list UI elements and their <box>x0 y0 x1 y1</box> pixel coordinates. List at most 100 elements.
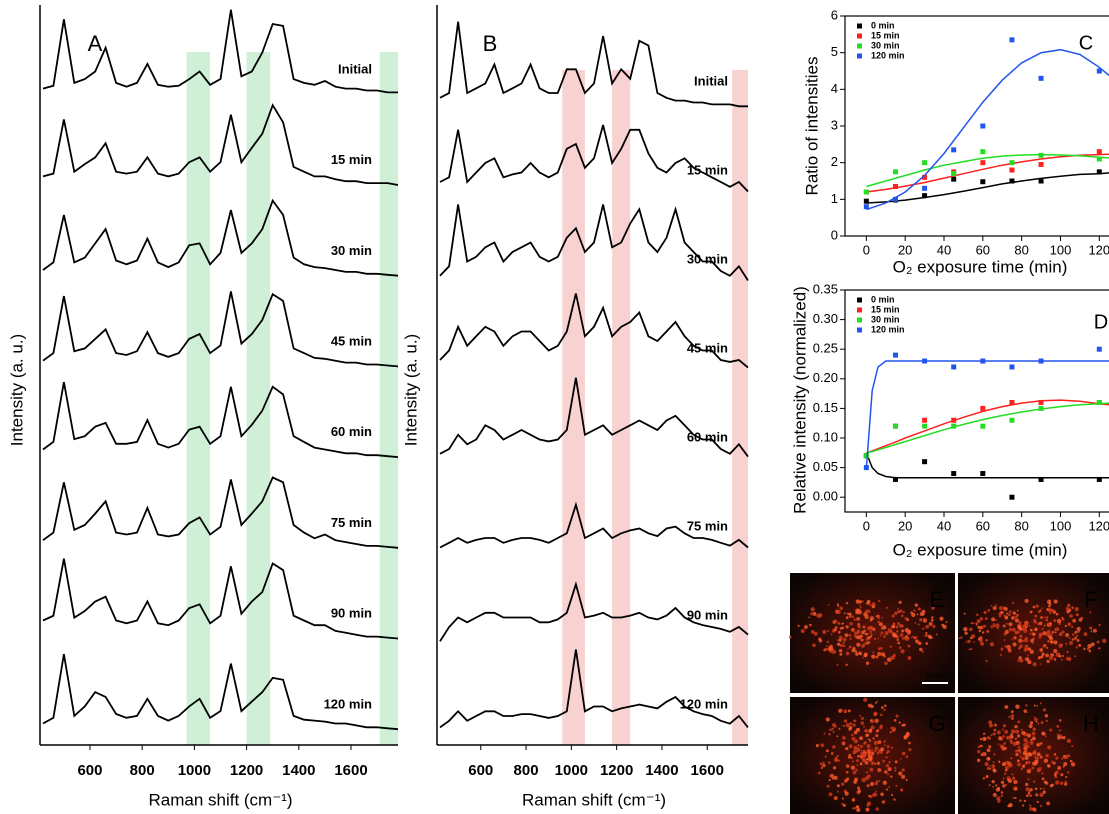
data-point <box>1009 178 1015 184</box>
cell-spot <box>1045 631 1050 636</box>
data-point <box>922 174 928 180</box>
cell-spot <box>853 719 857 723</box>
cell-spot <box>856 747 861 752</box>
cell-spot <box>856 617 860 621</box>
cell-spot <box>861 777 866 783</box>
y-tick-label: 0.15 <box>813 400 838 415</box>
cell-spot <box>973 622 976 625</box>
cell-spot <box>1003 632 1007 636</box>
cell-spot <box>1026 794 1029 798</box>
cell-spot <box>1053 657 1056 660</box>
scale-bar-label: 20 µm <box>925 673 945 680</box>
cell-spot <box>996 796 1001 801</box>
cell-spot <box>852 751 856 755</box>
cell-spot <box>1017 659 1020 663</box>
cell-spot <box>882 625 887 630</box>
cell-spot <box>1034 628 1037 631</box>
cell-spot <box>983 610 987 615</box>
cell-spot <box>1064 780 1068 784</box>
cell-spot <box>996 730 1001 735</box>
cell-spot <box>1069 614 1073 618</box>
cell-spot <box>1005 612 1009 615</box>
cell-spot <box>1019 752 1022 754</box>
cell-spot <box>1032 727 1037 732</box>
cell-spot <box>1039 648 1044 652</box>
spectrum <box>42 558 399 640</box>
cell-spot <box>1075 634 1079 637</box>
cell-spot <box>855 768 858 772</box>
cell-spot <box>1063 761 1068 767</box>
micrograph: H <box>958 697 1109 814</box>
cell-spot <box>1071 745 1074 748</box>
panel-letter: F <box>1084 587 1097 612</box>
data-point <box>1038 405 1044 411</box>
cell-spot <box>1090 642 1095 647</box>
cell-spot <box>1034 787 1038 791</box>
cell-spot <box>1042 645 1045 648</box>
x-tick-label: 80 <box>1014 242 1028 257</box>
data-point <box>892 169 898 175</box>
legend-swatch <box>857 327 862 333</box>
cell-spot <box>988 745 992 749</box>
cell-spot <box>1038 635 1042 639</box>
cell-spot <box>1011 627 1016 632</box>
cell-spot <box>810 630 815 634</box>
data-point <box>892 352 898 358</box>
cell-spot <box>1017 624 1022 629</box>
cell-spot <box>992 768 996 772</box>
cell-spot <box>1038 632 1043 637</box>
y-tick-label: 0.00 <box>813 489 838 504</box>
cell-spot <box>1051 630 1055 634</box>
cell-spot <box>1060 781 1064 785</box>
cell-spot <box>1002 784 1006 788</box>
cell-spot <box>1008 715 1011 719</box>
data-point <box>1096 399 1102 405</box>
data-point <box>922 459 928 465</box>
cell-spot <box>874 746 879 751</box>
cell-spot <box>963 626 968 632</box>
cell-spot <box>853 739 859 744</box>
cell-spot <box>1065 606 1070 611</box>
x-tick-label: 100 <box>1050 242 1072 257</box>
cell-spot <box>986 748 991 753</box>
cell-spot <box>1040 616 1043 619</box>
cell-spot <box>848 727 852 731</box>
legend-swatch <box>857 317 862 323</box>
cell-spot <box>866 642 869 645</box>
data-point <box>1009 494 1015 500</box>
cell-spot <box>857 789 862 793</box>
cell-spot <box>1007 778 1013 783</box>
cell-spot <box>848 645 852 649</box>
cell-spot <box>1008 610 1012 614</box>
cell-spot <box>852 723 856 727</box>
cell-spot <box>847 709 851 713</box>
cell-spot <box>1023 647 1028 652</box>
cell-spot <box>875 790 878 793</box>
cell-spot <box>977 745 981 749</box>
cell-spot <box>861 630 865 635</box>
cell-spot <box>848 753 852 757</box>
cell-spot <box>1028 624 1031 627</box>
cell-spot <box>901 751 906 756</box>
cell-spot <box>1058 652 1061 655</box>
cell-spot <box>842 804 846 808</box>
cell-spot <box>1041 652 1045 656</box>
micrograph: F <box>958 573 1109 693</box>
cell-spot <box>981 752 986 756</box>
cell-spot <box>1021 764 1026 768</box>
cell-spot <box>869 625 874 630</box>
cell-spot <box>1078 618 1083 622</box>
cell-spot <box>853 806 857 810</box>
cell-spot <box>838 639 842 642</box>
cell-spot <box>1038 621 1043 626</box>
cell-spot <box>857 622 861 626</box>
cell-spot <box>1029 610 1033 614</box>
cell-spot <box>1031 766 1035 770</box>
cell-spot <box>1006 644 1011 650</box>
cell-spot <box>1064 757 1067 760</box>
cell-spot <box>861 600 864 603</box>
cell-spot <box>875 807 879 811</box>
cell-spot <box>1083 632 1088 637</box>
cell-spot <box>899 623 903 628</box>
